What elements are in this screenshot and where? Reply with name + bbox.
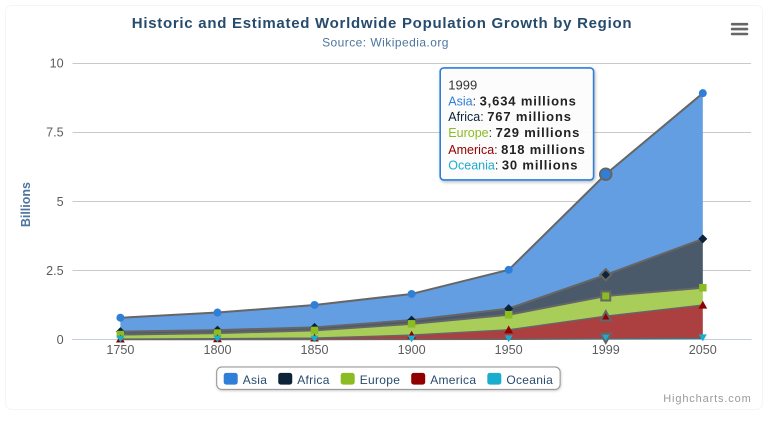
svg-text:Europe: 729 millions: Europe: 729 millions	[448, 125, 580, 140]
svg-text:1750: 1750	[106, 343, 134, 357]
svg-text:1850: 1850	[301, 343, 329, 357]
svg-text:1999: 1999	[592, 343, 620, 357]
svg-text:1800: 1800	[203, 343, 231, 357]
svg-text:Oceania: 30 millions: Oceania: 30 millions	[448, 157, 578, 172]
svg-text:Source: Wikipedia.org: Source: Wikipedia.org	[322, 36, 449, 50]
svg-text:1900: 1900	[398, 343, 426, 357]
svg-text:Africa: 767 millions: Africa: 767 millions	[448, 109, 572, 124]
svg-text:America: America	[430, 373, 476, 387]
svg-text:10: 10	[50, 57, 64, 71]
svg-text:7.5: 7.5	[46, 126, 64, 140]
svg-text:Asia: Asia	[243, 373, 268, 387]
svg-text:Europe: Europe	[360, 373, 401, 387]
svg-text:Africa: Africa	[297, 373, 329, 387]
svg-text:America: 818 millions: America: 818 millions	[448, 142, 585, 157]
svg-text:Oceania: Oceania	[506, 373, 553, 387]
svg-text:Highcharts.com: Highcharts.com	[663, 393, 751, 405]
svg-text:1999: 1999	[448, 78, 477, 93]
svg-text:Billions: Billions	[19, 182, 33, 227]
svg-text:0: 0	[57, 333, 64, 347]
svg-text:Historic and Estimated Worldwi: Historic and Estimated Worldwide Populat…	[132, 15, 632, 32]
svg-text:1950: 1950	[495, 343, 523, 357]
svg-text:5: 5	[57, 195, 64, 209]
svg-text:2050: 2050	[689, 343, 717, 357]
svg-text:2.5: 2.5	[46, 264, 64, 278]
svg-text:Asia: 3,634 millions: Asia: 3,634 millions	[448, 93, 576, 108]
